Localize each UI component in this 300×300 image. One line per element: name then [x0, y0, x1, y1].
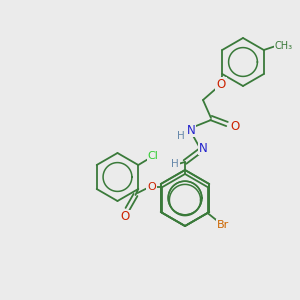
Text: H: H	[177, 131, 185, 141]
Text: CH₃: CH₃	[275, 41, 293, 51]
Text: Br: Br	[216, 220, 229, 230]
Text: N: N	[199, 142, 207, 154]
Text: Cl: Cl	[148, 151, 159, 161]
Text: O: O	[147, 182, 156, 192]
Text: O: O	[230, 119, 240, 133]
Text: O: O	[216, 77, 226, 91]
Text: H: H	[171, 159, 179, 169]
Text: O: O	[121, 211, 130, 224]
Text: N: N	[187, 124, 195, 136]
